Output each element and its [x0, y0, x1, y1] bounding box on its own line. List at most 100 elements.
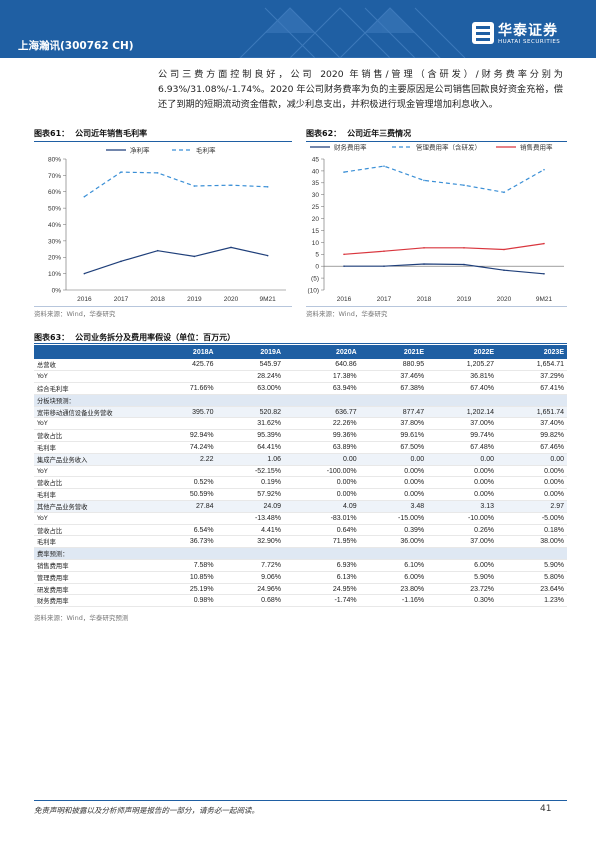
table-cell: 1.06: [216, 453, 285, 466]
table-cell: 71.95%: [284, 535, 360, 549]
figure-61-title: 图表61： 公司近年销售毛利率: [34, 128, 147, 139]
gross-margin-chart: 0% 10% 20% 30% 40% 50% 60% 70% 80% 2016 2017 2018 20…: [48, 146, 286, 303]
table-cell: -10.00%: [427, 512, 498, 525]
table-cell: 0.00%: [427, 488, 498, 502]
table-cell: -1.74%: [284, 594, 360, 608]
legend-label: 财务费用率: [334, 143, 367, 152]
section-label: 费率预测：: [34, 547, 567, 561]
table-cell: 3.13: [427, 500, 498, 513]
stock-ticker: 上海瀚讯(300762 CH): [18, 40, 134, 52]
y-tick-label: 70%: [48, 173, 61, 180]
table-cell: 5.90%: [427, 571, 498, 584]
y-tick-label: 60%: [48, 189, 61, 196]
table-cell: [154, 465, 217, 478]
table-cell: 7.58%: [154, 559, 217, 572]
table-cell: 23.72%: [427, 583, 498, 596]
legend-label: 毛利率: [196, 146, 216, 155]
data-point: [423, 263, 425, 265]
x-tick-label: 2017: [114, 296, 129, 303]
y-tick-label: 40: [312, 168, 320, 175]
table-cell: 520.82: [216, 406, 285, 419]
data-point: [120, 171, 122, 173]
data-point: [156, 172, 159, 174]
y-tick-label: 30%: [48, 238, 61, 245]
y-tick-label: 5: [315, 252, 319, 259]
table-cell: 5.80%: [497, 571, 567, 584]
table-cell: 99.74%: [427, 429, 498, 443]
table-cell: 36.73%: [154, 535, 217, 549]
data-point: [156, 249, 159, 252]
table-cell: 10.85%: [154, 571, 217, 584]
figure-63-rule: [34, 343, 567, 344]
table-cell: 36.00%: [359, 535, 428, 549]
table-cell: 0.64%: [284, 524, 360, 537]
table-cell: 7.72%: [216, 559, 285, 572]
business-forecast-table: 2018A 2019A 2020A 2021E 2022E 2023E 总营收 425.76…: [34, 345, 567, 608]
table-cell: 63.94%: [284, 382, 360, 395]
y-tick-label: 20: [312, 216, 320, 223]
row-label: 其他产品业务营收: [34, 500, 154, 513]
x-tick-label: 2018: [150, 296, 165, 303]
table-cell: 0.98%: [154, 594, 217, 608]
data-point: [543, 242, 545, 245]
table-row: 财务费用率 0.98% 0.68% -1.74% -1.16% 0.30% 1.23%: [34, 594, 567, 608]
table-cell: 6.54%: [154, 524, 217, 537]
data-point: [543, 168, 545, 171]
footer-rule: [34, 800, 567, 801]
table-row: 研发费用率 25.19% 24.96% 24.95% 23.80% 23.72% 23.64…: [34, 583, 567, 596]
data-point: [463, 184, 465, 186]
expense-ratio-chart: (10) (5) 0 5 10 15 20 25 30 35 40 45 2016 2017 2018 201…: [307, 143, 564, 303]
table-cell: 0.00%: [359, 465, 428, 478]
x-tick-label: 9M21: [260, 296, 277, 303]
column-header-2023E: 2023E: [497, 345, 567, 359]
table-cell: 6.13%: [284, 571, 360, 584]
table-header-row: 2018A 2019A 2020A 2021E 2022E 2023E: [34, 345, 567, 359]
row-label: 财务费用率: [34, 594, 154, 608]
table-cell: -15.00%: [359, 512, 428, 525]
table-cell: 67.48%: [427, 441, 498, 454]
table-cell: 37.00%: [427, 417, 498, 431]
table-cell: -5.00%: [497, 512, 567, 525]
table-row: 毛利率 74.24% 64.41% 63.89% 67.50% 67.48% 67.46%: [34, 441, 567, 454]
data-point: [193, 185, 196, 187]
disclaimer-note: 免责声明和披露以及分析师声明是报告的一部分，请务必一起阅读。: [34, 806, 259, 815]
header-decoration: [239, 7, 466, 58]
data-point: [423, 247, 425, 249]
legend-label: 销售费用率: [520, 143, 553, 152]
y-tick-label: 35: [312, 180, 320, 187]
row-label: 营收占比: [34, 429, 154, 443]
data-point: [503, 269, 505, 272]
table-cell: 9.06%: [216, 571, 285, 584]
table-cell: 31.62%: [216, 417, 285, 431]
figure-62-source: 资料来源：Wind，华泰研究: [306, 310, 388, 318]
data-point: [83, 272, 86, 275]
table-cell: 63.00%: [216, 382, 285, 395]
y-tick-label: 0: [315, 264, 319, 271]
table-cell: 1,654.71: [497, 359, 567, 372]
figure-61-number: 图表61：: [34, 129, 70, 138]
table-cell: 92.94%: [154, 429, 217, 443]
table-cell: 37.00%: [427, 535, 498, 549]
table-row: 集成产品业务收入 2.22 1.06 0.00 0.00 0.00 0.00: [34, 453, 567, 466]
table-cell: 0.18%: [497, 524, 567, 537]
data-point: [193, 255, 196, 258]
data-point: [383, 265, 385, 267]
table-cell: 0.00%: [497, 476, 567, 490]
row-label: 营收占比: [34, 524, 154, 537]
table-cell: 28.24%: [216, 370, 285, 384]
table-cell: 67.46%: [497, 441, 567, 454]
x-tick-label: 2019: [457, 296, 472, 303]
y-tick-label: 10: [312, 240, 320, 247]
y-tick-label: 25: [312, 204, 320, 211]
table-cell: 636.77: [284, 406, 360, 419]
table-cell: 5.90%: [497, 559, 567, 572]
table-cell: 0.00%: [284, 476, 360, 490]
table-cell: 0.26%: [427, 524, 498, 537]
table-row: 管理费用率 10.85% 9.06% 6.13% 6.00% 5.90% 5.80%: [34, 571, 567, 584]
data-point: [503, 191, 505, 194]
table-cell: 2.22: [154, 453, 217, 466]
table-cell: 24.95%: [284, 583, 360, 596]
table-row: 宽带移动通信设备业务营收 395.70 520.82 636.77 877.47 1,20…: [34, 406, 567, 419]
data-point: [230, 184, 232, 186]
table-cell: 36.81%: [427, 370, 498, 384]
